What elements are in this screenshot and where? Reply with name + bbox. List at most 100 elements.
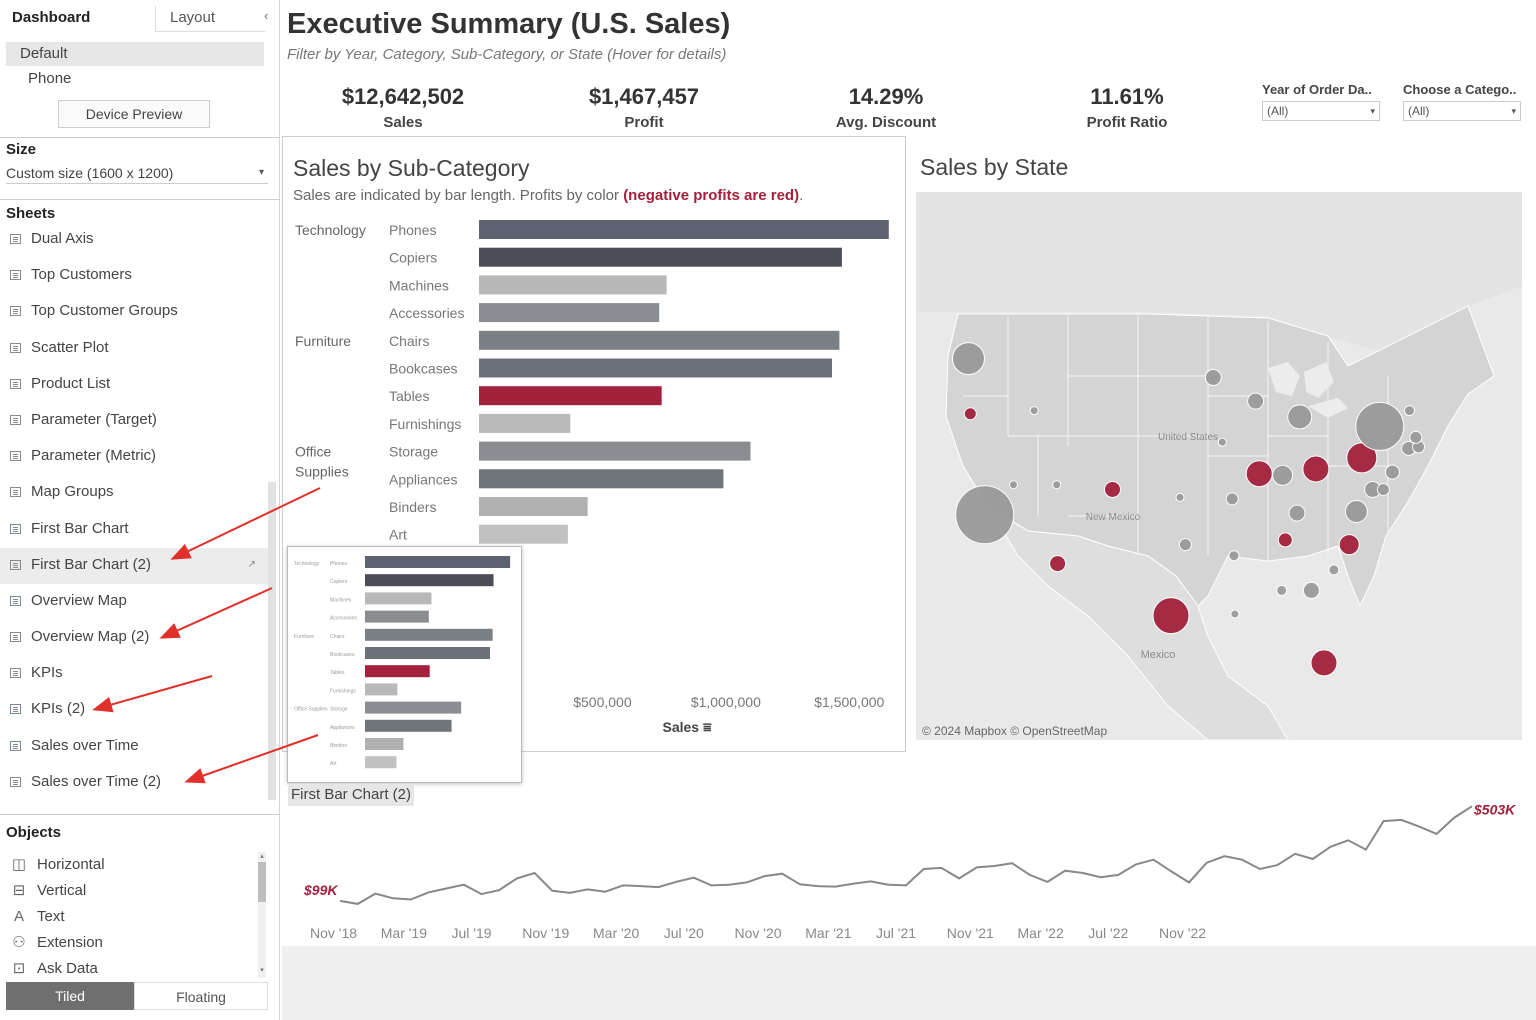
state-sales-circle[interactable]	[1376, 482, 1390, 496]
state-sales-circle[interactable]	[1009, 480, 1018, 490]
state-sales-circle[interactable]	[1204, 369, 1222, 386]
x-axis-label[interactable]: Sales ⩸	[663, 719, 712, 735]
state-sales-circle[interactable]	[1344, 500, 1368, 524]
state-sales-circle[interactable]	[1310, 649, 1338, 677]
bar[interactable]	[479, 497, 588, 516]
state-sales-circle[interactable]	[1104, 480, 1121, 498]
state-sales-circle[interactable]	[1230, 609, 1240, 619]
size-dropdown[interactable]: Custom size (1600 x 1200) ▾	[6, 162, 268, 184]
state-sales-circle[interactable]	[1287, 404, 1313, 430]
sheet-item[interactable]: Map Groups	[0, 475, 268, 511]
state-sales-circle[interactable]	[1217, 437, 1227, 447]
sheet-item[interactable]: Product List	[0, 367, 268, 403]
kpi-profit-ratio[interactable]: 11.61% Profit Ratio	[1017, 84, 1237, 131]
bar[interactable]	[479, 441, 751, 461]
objects-scrollbar[interactable]: ▴ ▾	[258, 852, 266, 978]
sales-over-time-chart[interactable]: $99K $503K Nov '18 Mar '19 Jul '19 Nov '19 Mar…	[282, 760, 1536, 950]
bar[interactable]	[479, 469, 724, 489]
bar[interactable]	[479, 303, 660, 323]
object-item[interactable]: ⚇ Extension	[6, 930, 262, 956]
tab-layout[interactable]: Layout	[155, 6, 265, 32]
state-sales-circle[interactable]	[1288, 504, 1306, 522]
subcategory-label: Appliances	[330, 725, 355, 731]
bar[interactable]	[479, 330, 840, 350]
kpi-avg-discount[interactable]: 14.29% Avg. Discount	[776, 84, 996, 131]
sheet-item[interactable]: First Bar Chart (2) ↗	[0, 547, 268, 584]
sheet-item[interactable]: Overview Map	[0, 584, 268, 620]
state-sales-circle[interactable]	[1302, 455, 1330, 483]
floating-button[interactable]: Floating	[134, 982, 268, 1010]
device-option-phone[interactable]: Phone	[28, 70, 72, 87]
scrollbar-thumb[interactable]	[258, 862, 266, 902]
bar[interactable]	[479, 275, 667, 295]
bar[interactable]	[479, 413, 571, 433]
kpi-profit[interactable]: $1,467,457 Profit	[534, 84, 754, 131]
state-sales-circle[interactable]	[1049, 555, 1067, 573]
sheet-item[interactable]: First Bar Chart	[0, 512, 268, 548]
state-sales-circle[interactable]	[963, 407, 977, 421]
state-sales-circle[interactable]	[1409, 430, 1423, 444]
state-map[interactable]: Mexico United States New Mexico	[908, 136, 1528, 752]
state-sales-circle[interactable]	[1052, 480, 1062, 490]
sheet-item[interactable]: Sales over Time (2)	[0, 765, 268, 801]
tab-dashboard[interactable]: Dashboard	[12, 9, 91, 26]
sheet-item[interactable]: Overview Map (2)	[0, 620, 268, 656]
state-sales-circle[interactable]	[1338, 534, 1360, 556]
sheet-item[interactable]: Parameter (Target)	[0, 403, 268, 439]
map-attribution[interactable]: © 2024 Mapbox © OpenStreetMap	[922, 724, 1108, 738]
object-item[interactable]: ⊟ Vertical	[6, 878, 262, 904]
state-sales-circle[interactable]	[1355, 401, 1405, 451]
object-item[interactable]: ◫ Horizontal	[6, 852, 262, 878]
sheet-item[interactable]: Top Customer Groups	[0, 294, 268, 330]
state-sales-circle[interactable]	[955, 485, 1015, 545]
worksheet-icon	[10, 559, 21, 570]
state-sales-circle[interactable]	[1245, 460, 1273, 488]
sheet-item[interactable]: Parameter (Metric)	[0, 439, 268, 475]
filter-category-dropdown[interactable]: (All) ▾	[1403, 101, 1521, 121]
bar[interactable]	[479, 247, 842, 267]
sales-line[interactable]	[339, 805, 1473, 905]
bar[interactable]	[479, 386, 662, 406]
state-sales-circle[interactable]	[1277, 532, 1293, 548]
bar[interactable]	[479, 524, 568, 544]
state-sales-circle[interactable]	[1247, 392, 1265, 410]
state-sales-circle[interactable]	[952, 342, 985, 376]
object-item[interactable]: ⊡ Ask Data	[6, 956, 262, 982]
state-sales-circle[interactable]	[1302, 581, 1320, 599]
scroll-up-icon[interactable]: ▴	[260, 853, 264, 860]
object-item[interactable]: A Text	[6, 904, 262, 930]
state-sales-circle[interactable]	[1175, 492, 1185, 502]
tiled-button[interactable]: Tiled	[6, 982, 134, 1010]
bar[interactable]	[479, 220, 889, 239]
state-sales-circle[interactable]	[1225, 492, 1239, 506]
sheet-item[interactable]: Top Customers	[0, 258, 268, 294]
state-sales-circle[interactable]	[1152, 597, 1190, 635]
sheet-item[interactable]: KPIs	[0, 656, 268, 692]
sheet-item[interactable]: Dual Axis	[0, 222, 268, 258]
device-preview-button[interactable]: Device Preview	[58, 100, 210, 128]
subcategory-label: Accessories	[330, 616, 357, 622]
state-sales-circle[interactable]	[1404, 405, 1415, 417]
sheet-item[interactable]: KPIs (2)	[0, 692, 268, 728]
state-sales-circle[interactable]	[1178, 538, 1192, 552]
sheet-item[interactable]: Scatter Plot	[0, 331, 268, 367]
sales-by-state-panel[interactable]: Sales by State Mexico United States New Me…	[908, 136, 1528, 752]
kpi-sales[interactable]: $12,642,502 Sales	[293, 84, 513, 131]
bar-chart[interactable]: Technology Phones Copiers Machines Accessori…	[283, 137, 906, 752]
sheet-drag-preview[interactable]: Phones Copiers Machines Accessories Chairs Bo…	[287, 546, 522, 783]
bar[interactable]	[479, 358, 833, 378]
collapse-panel-icon[interactable]: ‹	[264, 8, 269, 23]
device-option-default[interactable]: Default	[6, 42, 264, 66]
map-title: Sales by State	[920, 154, 1069, 180]
go-to-sheet-icon[interactable]: ↗	[247, 558, 256, 570]
state-sales-circle[interactable]	[1384, 464, 1400, 480]
state-sales-circle[interactable]	[1328, 564, 1340, 576]
state-sales-circle[interactable]	[1276, 584, 1288, 596]
filter-year-dropdown[interactable]: (All) ▾	[1262, 101, 1380, 121]
state-sales-circle[interactable]	[1029, 406, 1039, 416]
sheet-item[interactable]: Sales over Time	[0, 729, 268, 765]
sheets-scrollbar[interactable]	[268, 482, 276, 800]
state-sales-circle[interactable]	[1272, 464, 1294, 486]
state-sales-circle[interactable]	[1228, 550, 1240, 562]
scroll-down-icon[interactable]: ▾	[260, 967, 264, 974]
